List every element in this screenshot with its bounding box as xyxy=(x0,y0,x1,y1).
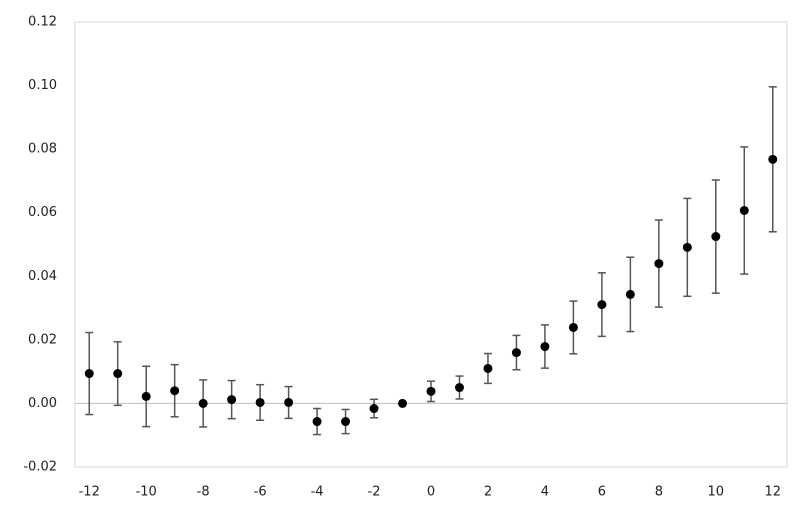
y-tick-label: 0.10 xyxy=(28,78,57,93)
point xyxy=(84,369,94,379)
x-tick-label: 0 xyxy=(427,485,435,500)
x-tick-label: 10 xyxy=(708,485,725,500)
point xyxy=(284,397,294,407)
point xyxy=(227,395,237,405)
point xyxy=(141,391,151,401)
x-tick-label: -4 xyxy=(311,485,324,500)
point xyxy=(597,300,607,310)
point xyxy=(739,205,749,215)
x-tick-label: 6 xyxy=(598,485,606,500)
point xyxy=(540,342,550,352)
point xyxy=(255,397,265,407)
y-tick-label: 0.04 xyxy=(28,269,57,284)
point xyxy=(454,383,464,393)
x-tick-label: -2 xyxy=(368,485,381,500)
point xyxy=(654,259,664,269)
point xyxy=(483,363,493,373)
point xyxy=(511,348,521,358)
point xyxy=(341,417,351,427)
x-tick-label: -6 xyxy=(254,485,267,500)
y-tick-label: 0.02 xyxy=(28,332,57,347)
x-tick-label: -12 xyxy=(79,485,100,500)
x-tick-label: 12 xyxy=(764,485,781,500)
point xyxy=(768,154,778,164)
point xyxy=(682,242,692,252)
point xyxy=(312,417,322,427)
point xyxy=(369,404,379,414)
point xyxy=(711,232,721,242)
y-tick-label: 0.08 xyxy=(28,142,57,157)
point xyxy=(426,386,436,396)
plot-frame xyxy=(74,21,788,468)
point xyxy=(113,369,123,379)
point xyxy=(625,289,635,299)
x-tick-label: 2 xyxy=(484,485,492,500)
point xyxy=(198,398,208,408)
point xyxy=(568,322,578,332)
x-tick-label: -10 xyxy=(136,485,157,500)
y-tick-label: 0.12 xyxy=(28,15,57,30)
x-tick-label: 8 xyxy=(655,485,663,500)
y-tick-label: 0.06 xyxy=(28,205,57,220)
x-tick-label: 4 xyxy=(541,485,549,500)
point xyxy=(170,386,180,396)
point xyxy=(398,398,408,408)
y-tick-label: 0.00 xyxy=(28,396,57,411)
y-tick-label: -0.02 xyxy=(23,460,57,475)
x-tick-label: -8 xyxy=(197,485,210,500)
